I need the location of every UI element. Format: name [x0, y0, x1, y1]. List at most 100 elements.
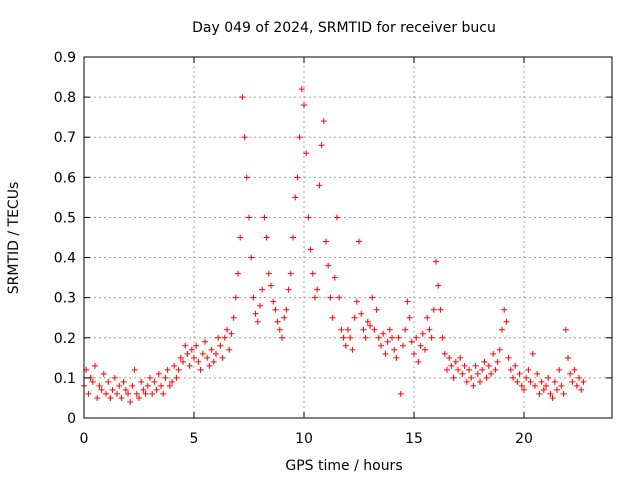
data-point	[160, 390, 167, 397]
data-point	[457, 354, 464, 361]
data-point	[573, 382, 580, 389]
data-point	[384, 338, 391, 345]
data-point	[98, 386, 105, 393]
data-point	[92, 362, 98, 369]
data-point	[556, 366, 563, 373]
data-point	[406, 314, 413, 321]
data-point	[558, 382, 565, 389]
data-point	[120, 378, 127, 385]
data-point	[94, 394, 101, 401]
data-point	[111, 374, 118, 381]
data-point	[468, 374, 475, 381]
data-point	[382, 350, 389, 357]
data-point	[85, 390, 92, 397]
data-point	[356, 238, 362, 245]
data-point	[316, 182, 323, 189]
data-point	[131, 366, 138, 373]
data-point	[518, 382, 525, 389]
data-point	[496, 346, 503, 353]
data-point	[191, 354, 197, 361]
data-point	[279, 334, 285, 341]
data-point	[318, 142, 325, 149]
data-point	[89, 378, 96, 385]
data-point	[195, 358, 202, 365]
data-point	[109, 386, 116, 393]
data-point	[274, 318, 281, 325]
data-point	[268, 282, 274, 289]
data-point	[452, 358, 459, 365]
data-point	[474, 370, 481, 377]
data-point	[107, 394, 114, 401]
y-axis-label: SRMTID / TECUs	[6, 182, 22, 295]
y-tick-label: 0	[67, 411, 76, 427]
data-point	[186, 362, 193, 369]
data-point	[448, 362, 455, 369]
data-point	[103, 390, 109, 397]
data-point	[393, 354, 400, 361]
data-point	[380, 330, 387, 337]
data-point	[285, 286, 292, 293]
data-point	[309, 270, 316, 277]
data-point	[562, 326, 569, 333]
data-point	[312, 294, 318, 301]
data-point	[151, 378, 158, 385]
data-point	[213, 350, 219, 357]
data-point	[523, 374, 530, 381]
data-point	[389, 334, 395, 341]
data-point	[226, 346, 233, 353]
data-point	[529, 350, 536, 357]
data-point	[144, 382, 151, 389]
data-point	[472, 362, 479, 369]
data-point	[331, 274, 338, 281]
data-point	[503, 318, 510, 325]
data-point	[422, 346, 428, 353]
y-tick-label: 0.1	[54, 371, 76, 387]
data-point	[164, 366, 171, 373]
data-point	[314, 286, 321, 293]
x-tick-label: 20	[515, 431, 533, 447]
data-point	[208, 346, 215, 353]
data-point	[490, 350, 497, 357]
data-point	[215, 334, 222, 341]
data-point	[188, 346, 195, 353]
data-point	[485, 362, 492, 369]
data-point	[499, 326, 505, 333]
data-point	[444, 366, 450, 373]
data-point	[171, 362, 178, 369]
data-point	[532, 382, 538, 389]
data-point	[298, 86, 305, 93]
data-point	[184, 350, 191, 357]
data-point	[270, 298, 277, 305]
data-point	[323, 238, 329, 245]
data-point	[283, 306, 290, 313]
data-point	[140, 386, 147, 393]
data-point	[133, 390, 140, 397]
data-point	[580, 378, 587, 385]
data-point	[281, 314, 288, 321]
data-point	[415, 358, 422, 365]
data-point	[367, 322, 373, 329]
data-point	[105, 378, 112, 385]
data-point	[571, 366, 578, 373]
data-point	[386, 326, 393, 333]
data-point	[199, 350, 206, 357]
data-point	[433, 258, 439, 265]
data-point	[411, 350, 417, 357]
data-point	[505, 354, 512, 361]
data-point	[551, 378, 558, 385]
data-point	[254, 318, 261, 325]
data-point	[441, 350, 448, 357]
data-point	[241, 134, 248, 141]
data-point	[204, 354, 211, 361]
data-point	[358, 310, 365, 317]
data-point	[340, 334, 347, 341]
data-point	[463, 378, 470, 385]
data-point	[536, 390, 543, 397]
data-point	[100, 370, 107, 377]
data-point	[408, 338, 415, 345]
data-point	[446, 354, 453, 361]
data-point	[540, 386, 547, 393]
data-point	[378, 342, 384, 349]
data-point	[397, 390, 404, 397]
